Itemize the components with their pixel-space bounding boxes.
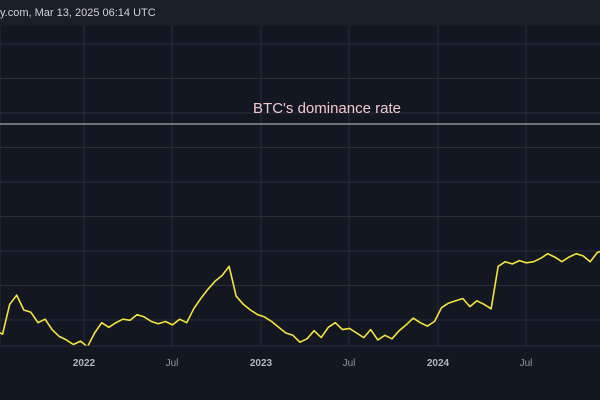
x-axis-band (0, 346, 600, 400)
series-line-0 (0, 250, 600, 348)
x-tick-label: Jul (343, 358, 356, 369)
x-tick-label: Jul (520, 358, 533, 369)
grid (0, 26, 600, 346)
header-bar (0, 0, 600, 26)
x-tick-label: Jul (166, 358, 179, 369)
x-tick-label: 2022 (73, 358, 96, 369)
series-layer (0, 250, 600, 348)
x-tick-label: 2024 (427, 358, 450, 369)
x-axis: 2022 Jul 2023 Jul 2024 Jul (73, 358, 533, 369)
source-caption: y.com, Mar 13, 2025 06:14 UTC (0, 7, 156, 19)
x-tick-label: 2023 (250, 358, 273, 369)
chart-title: BTC's dominance rate (253, 100, 401, 117)
